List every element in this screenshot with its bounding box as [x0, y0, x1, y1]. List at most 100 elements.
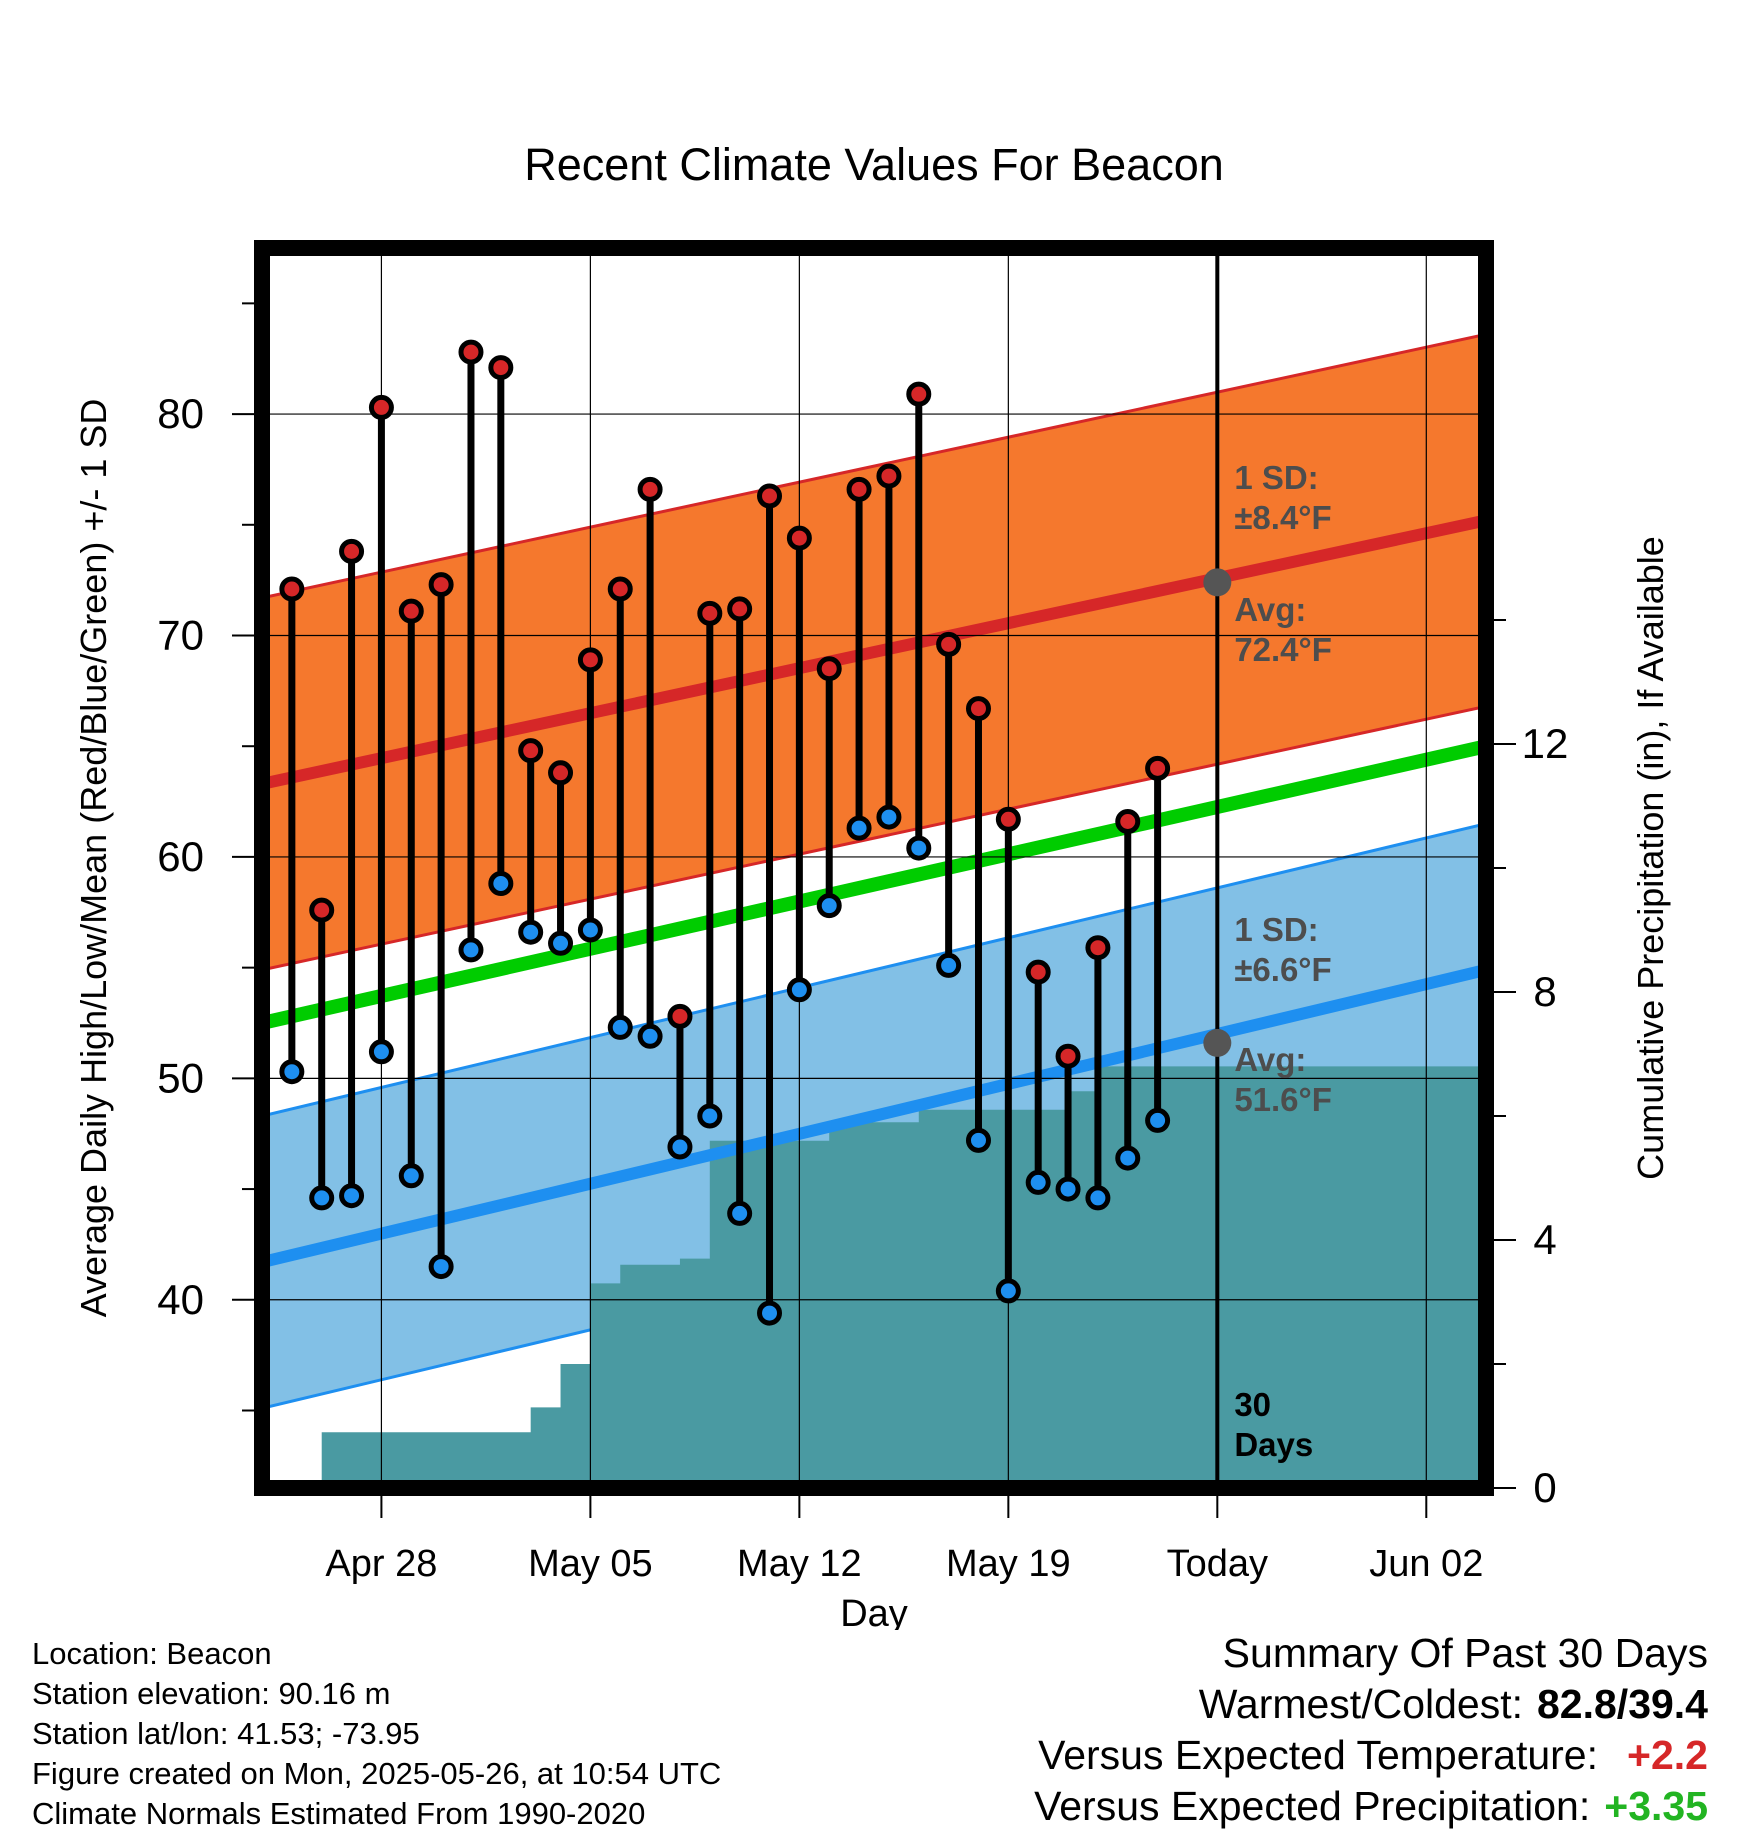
- daily-high-marker: [786, 525, 812, 551]
- daily-high-marker: [667, 1003, 693, 1029]
- summary-title: Summary Of Past 30 Days: [1222, 1630, 1708, 1676]
- daily-high-marker: [339, 538, 365, 564]
- daily-low-marker: [368, 1039, 394, 1065]
- daily-high-marker: [727, 596, 753, 622]
- daily-low-marker: [965, 1127, 991, 1153]
- y-axis-label: Average Daily High/Low/Mean (Red/Blue/Gr…: [73, 399, 114, 1318]
- daily-low-marker: [1085, 1185, 1111, 1211]
- daily-high-marker: [458, 339, 484, 365]
- daily-low-marker: [876, 804, 902, 830]
- today-normal-low-marker: [1203, 1028, 1232, 1057]
- daily-high-marker: [1085, 935, 1111, 961]
- precip-departure-label: Versus Expected Precipitation:: [1034, 1783, 1591, 1829]
- daily-low-marker: [757, 1300, 783, 1326]
- daily-high-marker: [577, 647, 603, 673]
- chart-title: Recent Climate Values For Beacon: [524, 139, 1224, 190]
- warmest-coldest-label: Warmest/Coldest:: [1198, 1681, 1523, 1727]
- daily-low-marker: [1145, 1107, 1171, 1133]
- daily-high-marker: [1115, 809, 1141, 834]
- x-tick-label: Apr 28: [325, 1543, 437, 1585]
- y-tick-label: 50: [157, 1054, 204, 1101]
- low-avg-annotation: Avg: 51.6°F: [1234, 1041, 1332, 1118]
- y-tick-label: 80: [157, 390, 204, 437]
- high-avg-annotation: Avg: 72.4°F: [1234, 591, 1332, 668]
- daily-high-marker: [309, 897, 335, 923]
- daily-low-marker: [488, 871, 514, 896]
- daily-low-marker: [1055, 1176, 1081, 1202]
- normal-mean-line: [262, 739, 1486, 1030]
- daily-low-marker: [1025, 1169, 1051, 1195]
- daily-high-marker: [488, 355, 514, 381]
- figure-created: Figure created on Mon, 2025-05-26, at 10…: [32, 1756, 722, 1791]
- daily-high-marker: [816, 656, 842, 682]
- daily-high-marker: [936, 631, 962, 657]
- summary-temp-departure: Versus Expected Temperature: +2.2: [1034, 1730, 1708, 1781]
- daily-low-marker: [697, 1103, 723, 1129]
- daily-high-marker: [1055, 1043, 1081, 1069]
- daily-low-marker: [577, 917, 603, 943]
- y2-tick-label: 0: [1533, 1464, 1556, 1511]
- daily-low-marker: [339, 1183, 365, 1209]
- daily-high-marker: [398, 598, 424, 624]
- x-tick-label: Jun 02: [1369, 1543, 1483, 1585]
- x-tick-label: May 12: [737, 1543, 862, 1585]
- normal-low-line: [262, 964, 1486, 1268]
- x-tick-label: May 19: [946, 1543, 1071, 1585]
- y-tick-label: 60: [157, 833, 204, 880]
- station-info: Location: Beacon Station elevation: 90.1…: [32, 1634, 721, 1834]
- x-tick-label: Today: [1167, 1543, 1268, 1585]
- daily-high-marker: [637, 476, 663, 502]
- plot-area: [262, 248, 1486, 1488]
- y2-tick-label: 8: [1533, 968, 1556, 1015]
- station-elevation: Station elevation: 90.16 m: [32, 1676, 391, 1711]
- low-sd-band-upper-edge: [262, 822, 1486, 1118]
- daily-low-marker: [727, 1200, 753, 1226]
- daily-high-marker: [846, 476, 872, 502]
- daily-high-marker: [965, 696, 991, 722]
- daily-low-marker: [816, 893, 842, 919]
- summary-panel: Summary Of Past 30 Days Warmest/Coldest:…: [1034, 1628, 1708, 1832]
- daily-low-marker: [518, 919, 544, 945]
- station-latlon: Station lat/lon: 41.53; -73.95: [32, 1716, 420, 1751]
- x-tick-label: May 05: [528, 1543, 653, 1585]
- daily-low-marker: [936, 952, 962, 978]
- daily-low-marker: [667, 1134, 693, 1160]
- high-sd-band-upper-edge: [262, 332, 1486, 600]
- temp-departure-label: Versus Expected Temperature:: [1038, 1732, 1598, 1778]
- daily-low-marker: [637, 1023, 663, 1049]
- daily-low-marker: [309, 1185, 335, 1211]
- daily-high-marker: [995, 806, 1021, 832]
- low-sd-annotation: 1 SD: ±6.6°F: [1234, 911, 1331, 988]
- y-tick-label: 40: [157, 1276, 204, 1323]
- summary-warmest-coldest: Warmest/Coldest: 82.8/39.4: [1034, 1679, 1708, 1730]
- daily-low-marker: [786, 977, 812, 1003]
- high-sd-annotation: 1 SD: ±8.4°F: [1234, 459, 1331, 536]
- today-normal-high-marker: [1203, 568, 1232, 597]
- precip-departure-value: +3.35: [1604, 1783, 1708, 1829]
- y2-tick-label: 12: [1522, 720, 1569, 767]
- normals-period: Climate Normals Estimated From 1990-2020: [32, 1796, 646, 1831]
- daily-high-marker: [368, 394, 394, 420]
- daily-high-marker: [428, 572, 454, 598]
- daily-high-marker: [1025, 959, 1051, 985]
- daily-low-marker: [548, 930, 574, 956]
- daily-low-marker: [906, 835, 932, 861]
- daily-low-marker: [458, 937, 484, 963]
- daily-high-marker: [518, 738, 544, 764]
- daily-low-marker: [1115, 1145, 1141, 1171]
- daily-high-marker: [279, 576, 305, 602]
- daily-high-marker: [876, 463, 902, 489]
- daily-low-marker: [607, 1014, 633, 1040]
- high-sd-band-lower-edge: [262, 704, 1486, 972]
- daily-high-marker: [906, 381, 932, 407]
- daily-high-marker: [607, 576, 633, 602]
- station-location: Location: Beacon: [32, 1636, 272, 1671]
- summary-precip-departure: Versus Expected Precipitation: +3.35: [1034, 1781, 1708, 1832]
- y-tick-label: 70: [157, 612, 204, 659]
- daily-low-marker: [279, 1059, 305, 1085]
- daily-high-marker: [548, 760, 574, 786]
- y2-axis-label: Cumulative Precipitation (in), If Availa…: [1630, 536, 1671, 1180]
- daily-low-marker: [428, 1254, 454, 1280]
- normal-high-line: [262, 514, 1486, 790]
- daily-low-marker: [995, 1278, 1021, 1304]
